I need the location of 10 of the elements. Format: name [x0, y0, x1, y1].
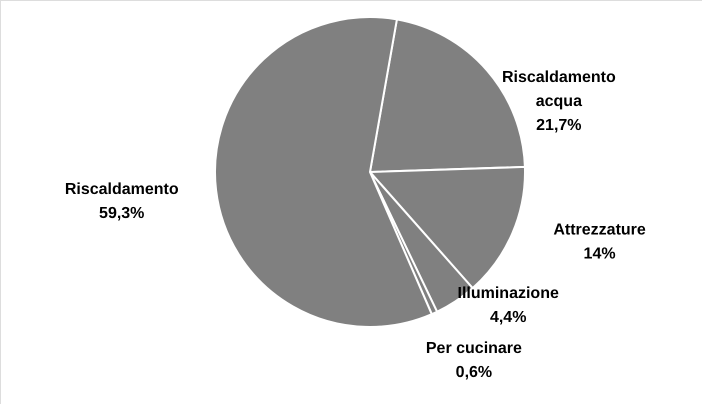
data-label: 4,4% [490, 308, 526, 326]
slice-label: Attrezzature [553, 221, 646, 238]
slice-label: Per cucinare [426, 340, 522, 357]
data-label: 21,7% [536, 116, 582, 134]
slice-label: Riscaldamento acqua [502, 68, 616, 110]
slice-label: Illuminazione [458, 284, 559, 302]
data-label: 59,3% [99, 205, 144, 222]
data-label: 0,6% [456, 364, 492, 381]
slice-label: Riscaldamento [64, 181, 179, 198]
data-label: 14% [584, 245, 616, 262]
